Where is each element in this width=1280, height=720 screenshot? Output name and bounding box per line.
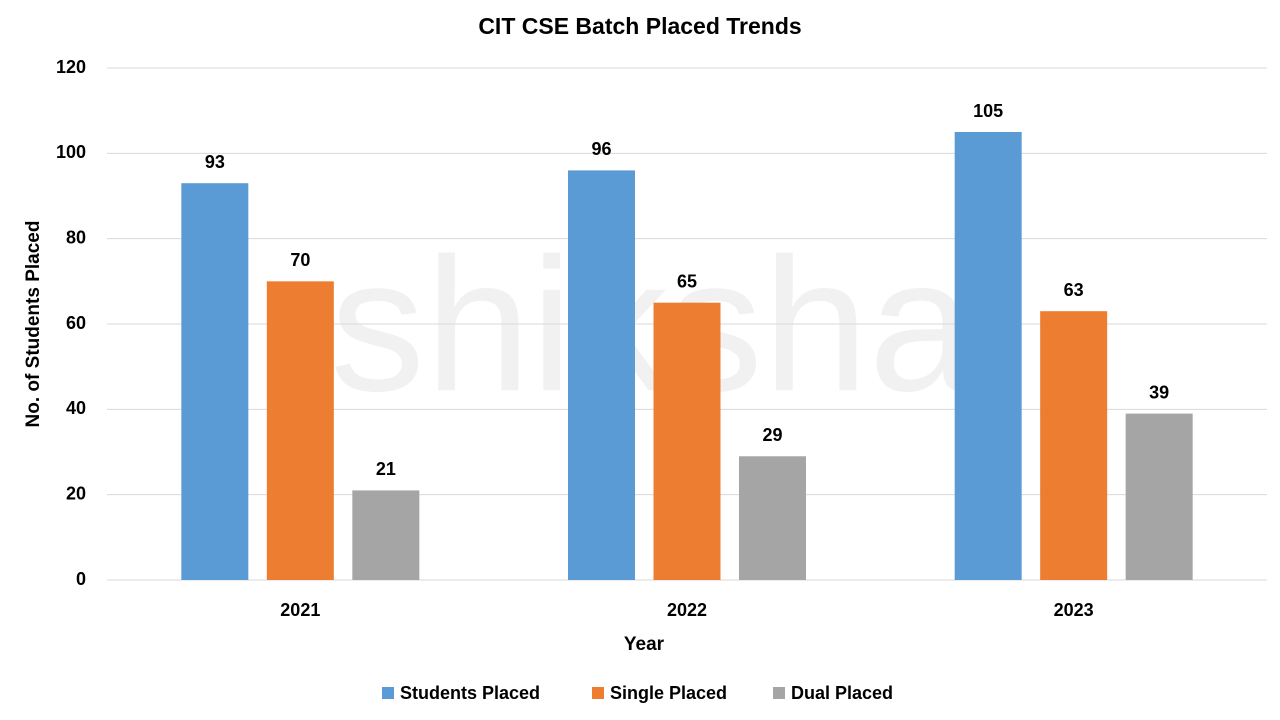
- y-tick-label: 120: [56, 57, 86, 77]
- data-label: 63: [1064, 280, 1084, 300]
- bar: [653, 302, 721, 580]
- data-label: 96: [591, 139, 611, 159]
- data-label: 39: [1149, 382, 1169, 402]
- y-tick-label: 40: [66, 398, 86, 418]
- bar: [954, 132, 1022, 580]
- x-axis-title: Year: [624, 634, 665, 655]
- y-axis-title: No. of Students Placed: [23, 221, 44, 428]
- data-label: 65: [677, 271, 697, 291]
- data-label: 70: [290, 250, 310, 270]
- bar: [181, 183, 249, 580]
- y-tick-label: 20: [66, 483, 86, 503]
- y-tick-label: 60: [66, 313, 86, 333]
- bar: [1125, 413, 1193, 580]
- legend-label: Dual Placed: [791, 683, 893, 703]
- x-tick-label: 2023: [1054, 600, 1094, 620]
- legend-swatch: [592, 687, 604, 699]
- data-label: 29: [762, 425, 782, 445]
- data-label: 105: [973, 101, 1003, 121]
- bar: [352, 490, 420, 580]
- chart-title: CIT CSE Batch Placed Trends: [478, 13, 801, 39]
- watermark: shiksha: [330, 219, 975, 431]
- data-label: 93: [205, 152, 225, 172]
- y-tick-label: 0: [76, 569, 86, 589]
- legend-label: Single Placed: [610, 683, 727, 703]
- bar: [739, 456, 806, 580]
- bar: [1040, 311, 1108, 580]
- bar: [266, 281, 334, 580]
- y-tick-label: 100: [56, 142, 86, 162]
- y-tick-label: 80: [66, 227, 86, 247]
- data-label: 21: [376, 459, 396, 479]
- bar: [568, 170, 635, 580]
- legend-label: Students Placed: [400, 683, 540, 703]
- legend-swatch: [773, 687, 785, 699]
- legend-swatch: [382, 687, 394, 699]
- x-tick-label: 2022: [667, 600, 707, 620]
- x-tick-label: 2021: [280, 600, 320, 620]
